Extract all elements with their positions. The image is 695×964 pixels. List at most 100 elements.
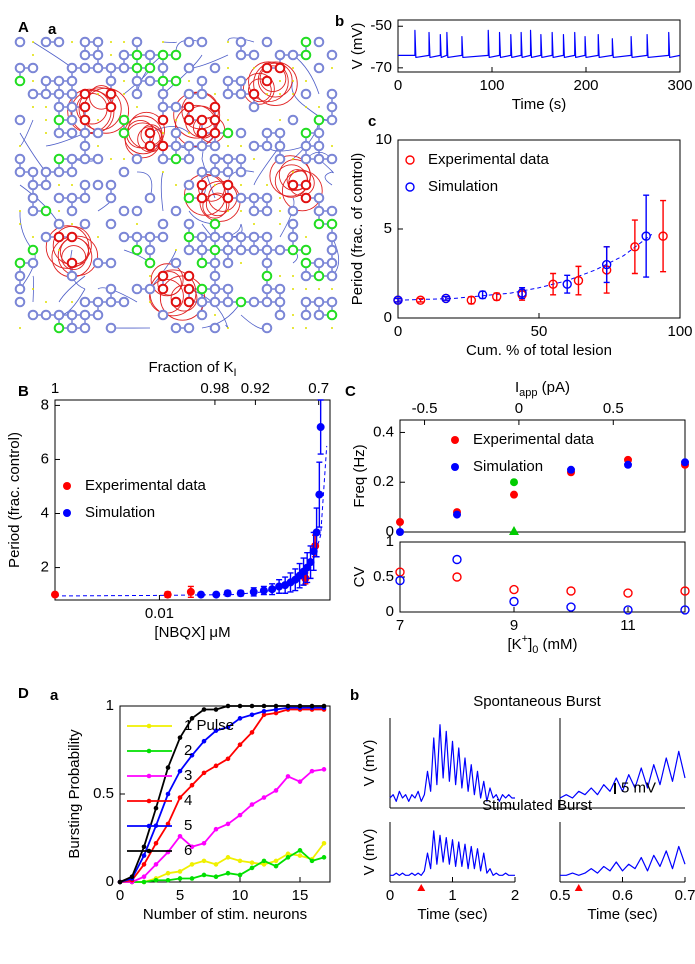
network-node [14, 114, 26, 126]
network-node [79, 153, 91, 165]
network-node [170, 322, 182, 334]
x-tick-label: 0.7 [675, 887, 695, 904]
plot-frame [397, 19, 681, 73]
network-node [14, 270, 26, 282]
network-arc [157, 271, 182, 296]
marker [213, 826, 219, 832]
x-axis-label: [NBQX] μM [154, 624, 230, 641]
network-dot [292, 93, 294, 95]
network-node [196, 179, 208, 191]
marker [153, 877, 159, 883]
network-node [326, 309, 338, 321]
network-node [131, 231, 143, 243]
network-node [92, 309, 104, 321]
network-dot [214, 93, 216, 95]
network-dot [240, 145, 242, 147]
network-node [144, 283, 156, 295]
marker [297, 853, 303, 858]
panel-label: A [18, 19, 29, 36]
network-dot [71, 41, 73, 43]
network-node [14, 36, 26, 48]
network-dot [149, 301, 151, 303]
network-node [183, 283, 195, 295]
network-node [79, 88, 91, 100]
network-node [287, 231, 299, 243]
network-node [118, 231, 130, 243]
network-node [14, 153, 26, 165]
network-dot [292, 288, 294, 290]
y-tick-label: 0.5 [93, 785, 114, 802]
network-link [32, 275, 34, 303]
network-node [261, 270, 273, 282]
network-node [183, 192, 195, 204]
network-dot [305, 80, 307, 82]
network-link [331, 236, 340, 277]
series-line [560, 845, 686, 876]
network-node [66, 114, 78, 126]
network-node [261, 127, 273, 139]
network-node [66, 75, 78, 87]
network-node [92, 296, 104, 308]
marker [63, 509, 71, 517]
network-node [131, 283, 143, 295]
network-dot [32, 236, 34, 238]
network-node [196, 244, 208, 256]
network-node [79, 218, 91, 230]
error-bar [417, 297, 424, 303]
network-node [261, 75, 273, 87]
network-node [261, 192, 273, 204]
error-bar [395, 297, 401, 303]
network-dot [227, 210, 229, 212]
marker [510, 490, 518, 499]
legend-label: Experimental data [428, 151, 550, 168]
legend-label: 6 [184, 842, 192, 859]
network-node [53, 88, 65, 100]
chart: V (mV) Spontaneous Burst [361, 693, 602, 809]
marker [268, 585, 277, 594]
network-node [170, 205, 182, 217]
network-dot [227, 119, 229, 121]
network-dot [97, 93, 99, 95]
network-node [157, 101, 169, 113]
marker [117, 879, 123, 885]
x-tick-label: 0 [394, 77, 402, 94]
network-node [157, 283, 169, 295]
marker [146, 773, 152, 779]
network-dot [292, 314, 294, 316]
marker [623, 605, 633, 615]
label-part: (mM) [538, 636, 577, 653]
marker [165, 765, 171, 770]
marker [212, 590, 221, 599]
network-dot [292, 80, 294, 82]
y-tick-label: 1 [106, 697, 114, 714]
network-node [196, 192, 208, 204]
y-tick-label: 0.4 [373, 423, 394, 440]
network-node [66, 153, 78, 165]
network-node [274, 309, 286, 321]
network-dot [97, 119, 99, 121]
network-node [79, 114, 91, 126]
network-dot [19, 327, 21, 329]
network-node [248, 88, 260, 100]
marker [186, 587, 195, 596]
network-node [118, 127, 130, 139]
network-node [118, 62, 130, 74]
marker [177, 735, 183, 740]
network-node [53, 166, 65, 178]
y-axis-label: V (mV) [349, 23, 366, 70]
network-link [97, 287, 138, 303]
network-node [40, 36, 52, 48]
network-node [27, 244, 39, 256]
marker [316, 423, 325, 432]
network-node [183, 114, 195, 126]
marker [309, 703, 315, 709]
network-node [209, 140, 221, 152]
network-dot [331, 288, 333, 290]
network-node [313, 218, 325, 230]
network-link [19, 249, 36, 290]
marker [451, 463, 459, 471]
network-node [274, 283, 286, 295]
network-link [19, 210, 34, 251]
network-link [32, 41, 73, 69]
chart-title: Spontaneous Burst [473, 693, 601, 710]
